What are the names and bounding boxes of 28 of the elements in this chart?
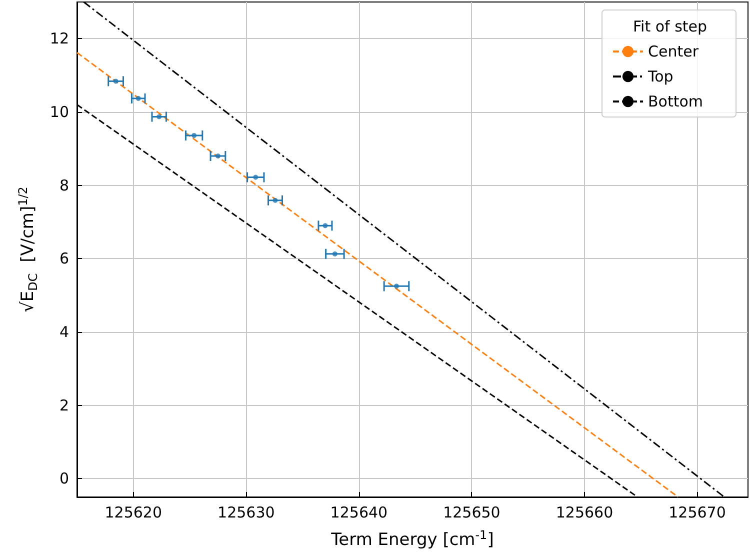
point — [136, 96, 141, 101]
legend-label: Center — [648, 42, 700, 60]
point — [272, 198, 278, 203]
y-tick-label: 0 — [59, 470, 69, 488]
x-tick-label: 125650 — [443, 504, 500, 522]
point — [253, 174, 258, 180]
y-tick-label: 2 — [59, 396, 69, 414]
y-tick-label: 4 — [59, 323, 69, 341]
x-tick-label: 125640 — [330, 504, 388, 522]
x-tick-label: 125630 — [218, 504, 275, 522]
y-tick-label: 10 — [50, 103, 69, 121]
x-tick-label: 125660 — [556, 504, 614, 522]
legend-title: Fit of step — [632, 18, 708, 36]
legend-label: Top — [647, 68, 674, 86]
point — [113, 78, 118, 84]
y-tick-label: 6 — [59, 250, 69, 268]
legend-label: Bottom — [648, 92, 704, 110]
x-tick-label: 125620 — [104, 504, 162, 522]
y-tick-label: 8 — [59, 176, 69, 194]
point — [215, 154, 220, 158]
x-tick-label: 125670 — [668, 504, 726, 522]
point — [156, 114, 162, 120]
point — [394, 284, 399, 289]
y-tick-label: 12 — [50, 30, 69, 48]
point — [192, 132, 197, 138]
point — [332, 251, 338, 256]
point — [322, 223, 328, 228]
y-axis-title: √EDC [V/cm]1/2 — [16, 186, 40, 312]
